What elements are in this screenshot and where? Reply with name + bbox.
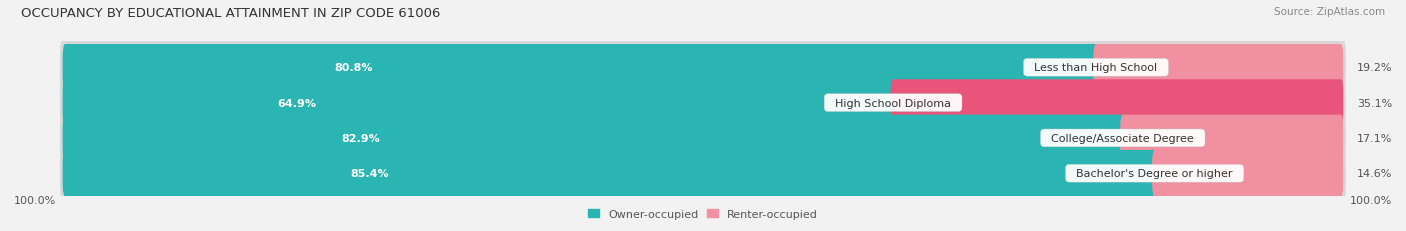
Text: 14.6%: 14.6% [1357,168,1392,179]
FancyBboxPatch shape [62,45,1098,91]
Text: Bachelor's Degree or higher: Bachelor's Degree or higher [1070,168,1240,179]
FancyBboxPatch shape [60,110,1346,167]
Legend: Owner-occupied, Renter-occupied: Owner-occupied, Renter-occupied [588,209,818,219]
FancyBboxPatch shape [60,40,1346,96]
Text: 35.1%: 35.1% [1357,98,1392,108]
Text: 82.9%: 82.9% [342,133,381,143]
Text: OCCUPANCY BY EDUCATIONAL ATTAINMENT IN ZIP CODE 61006: OCCUPANCY BY EDUCATIONAL ATTAINMENT IN Z… [21,7,440,20]
Text: 85.4%: 85.4% [352,168,389,179]
FancyBboxPatch shape [62,80,896,126]
FancyBboxPatch shape [62,150,1344,197]
Text: 100.0%: 100.0% [1350,196,1392,206]
FancyBboxPatch shape [62,150,1157,197]
Text: 64.9%: 64.9% [277,98,316,108]
Text: 100.0%: 100.0% [14,196,56,206]
Text: 19.2%: 19.2% [1357,63,1392,73]
FancyBboxPatch shape [1094,45,1344,91]
FancyBboxPatch shape [60,145,1346,202]
Text: 17.1%: 17.1% [1357,133,1392,143]
FancyBboxPatch shape [890,80,1344,126]
FancyBboxPatch shape [62,115,1125,161]
FancyBboxPatch shape [62,45,1344,91]
FancyBboxPatch shape [62,80,1344,126]
FancyBboxPatch shape [62,115,1344,161]
FancyBboxPatch shape [60,75,1346,131]
Text: 80.8%: 80.8% [335,63,373,73]
FancyBboxPatch shape [1121,115,1344,161]
Text: Less than High School: Less than High School [1028,63,1164,73]
FancyBboxPatch shape [1152,150,1344,197]
Text: High School Diploma: High School Diploma [828,98,957,108]
Text: Source: ZipAtlas.com: Source: ZipAtlas.com [1274,7,1385,17]
Text: College/Associate Degree: College/Associate Degree [1045,133,1201,143]
